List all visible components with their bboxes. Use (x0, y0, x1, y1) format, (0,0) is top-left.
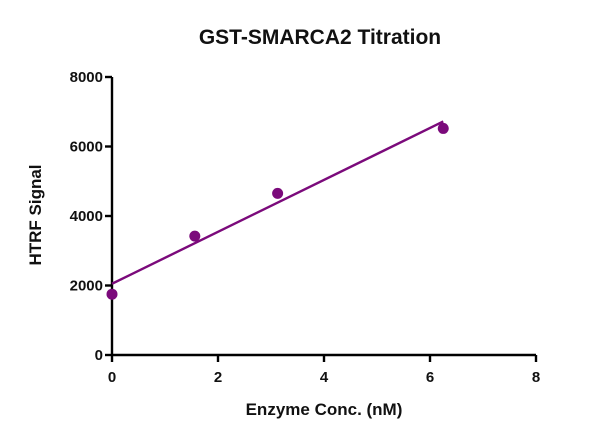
y-tick-label: 8000 (70, 69, 103, 86)
x-tick-label: 8 (532, 369, 540, 386)
y-tick-label: 6000 (70, 139, 103, 156)
y-tick-label: 2000 (70, 278, 103, 295)
data-points (106, 122, 449, 300)
y-axis-label: HTRF Signal (26, 164, 45, 265)
x-tick-label: 2 (214, 369, 222, 386)
x-tick-label: 0 (108, 369, 116, 386)
fit-line (111, 120, 444, 285)
x-tick-label: 4 (320, 369, 329, 386)
x-axis-label: Enzyme Conc. (nM) (246, 400, 403, 419)
data-point (437, 122, 449, 134)
data-point (189, 230, 201, 242)
data-point (106, 288, 118, 300)
data-point (272, 187, 284, 199)
fit-line-group (111, 120, 444, 285)
y-tick-label: 0 (95, 347, 103, 364)
chart-title: GST-SMARCA2 Titration (199, 26, 441, 49)
x-tick-label: 6 (426, 369, 434, 386)
axis-ticks: 0 2 4 6 8 0 2000 4000 6000 8000 (70, 69, 541, 386)
y-tick-label: 4000 (70, 208, 103, 225)
